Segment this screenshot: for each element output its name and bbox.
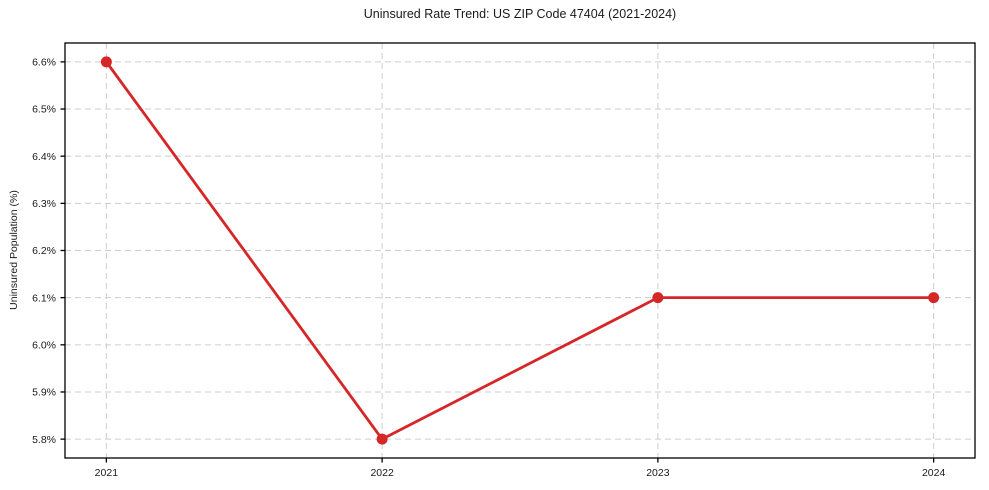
- y-tick-label: 5.8%: [32, 434, 56, 446]
- x-tick-label: 2024: [922, 467, 946, 479]
- y-tick-label: 6.5%: [32, 104, 56, 116]
- x-tick-label: 2022: [370, 467, 394, 479]
- y-tick-label: 6.2%: [32, 245, 56, 257]
- data-point-marker: [100, 56, 112, 68]
- x-tick-label: 2021: [95, 467, 119, 479]
- y-tick-label: 5.9%: [32, 387, 56, 399]
- x-tick-label: 2023: [646, 467, 670, 479]
- y-tick-label: 6.4%: [32, 151, 56, 163]
- data-point-marker: [928, 292, 940, 304]
- y-tick-label: 6.1%: [32, 292, 56, 304]
- data-point-marker: [652, 292, 664, 304]
- chart-title: Uninsured Rate Trend: US ZIP Code 47404 …: [363, 7, 677, 21]
- data-point-marker: [376, 433, 388, 445]
- y-tick-label: 6.0%: [32, 340, 56, 352]
- trend-line: [104, 60, 936, 441]
- y-tick-label: 6.6%: [32, 57, 56, 69]
- y-tick-label: 6.3%: [32, 198, 56, 210]
